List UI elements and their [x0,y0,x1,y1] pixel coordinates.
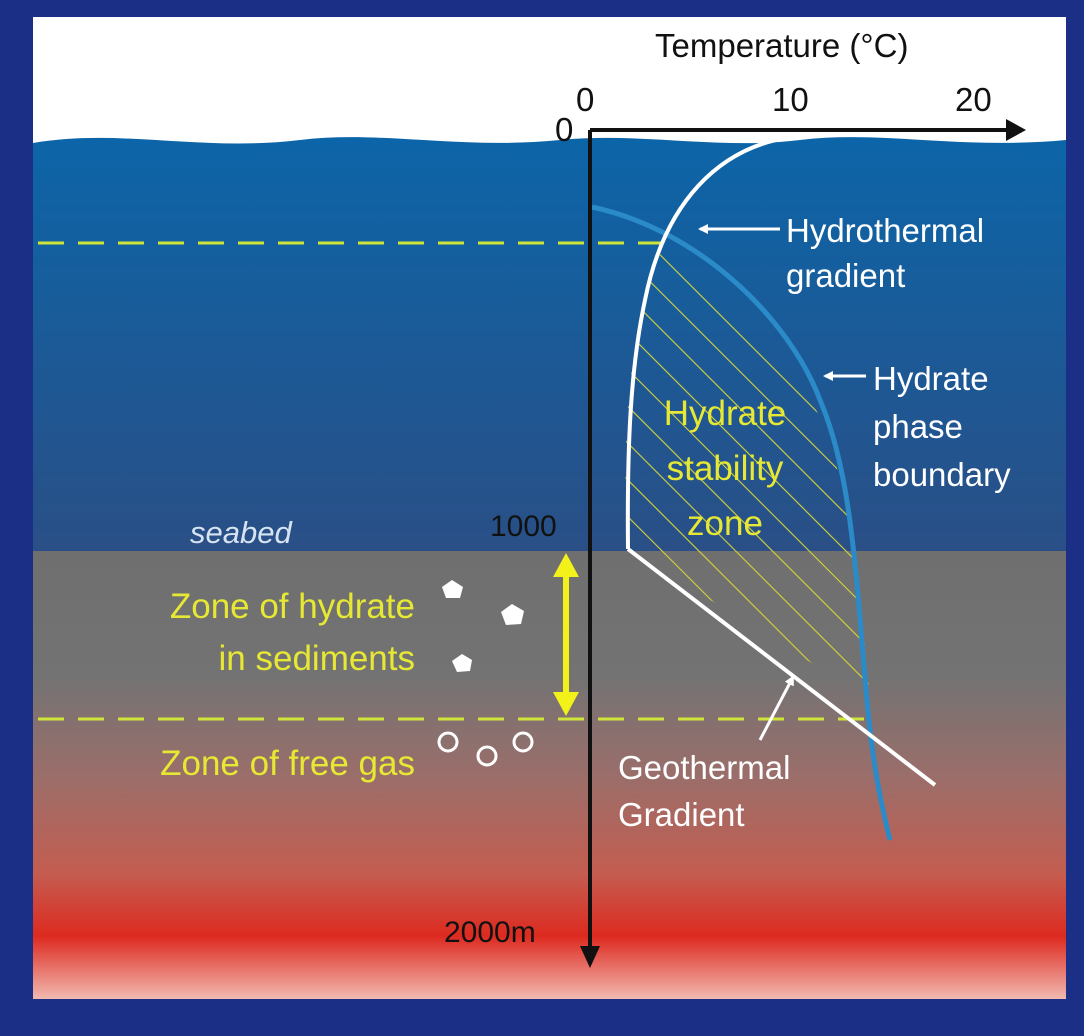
phase-boundary-label-line1: Hydrate [873,360,989,397]
seabed-label: seabed [190,515,293,550]
temperature-tick-10: 10 [772,81,809,118]
stability-zone-label-line1: Hydrate [664,394,787,433]
zone-of-hydrate-label-line2: in sediments [219,639,415,678]
zone-of-free-gas-label: Zone of free gas [160,744,415,783]
phase-boundary-label-line3: boundary [873,456,1011,493]
stability-zone-label-line2: stability [667,449,784,488]
depth-tick-1000: 1000 [490,510,557,543]
phase-boundary-label-line2: phase [873,408,963,445]
depth-tick-2000m: 2000m [444,916,536,949]
temperature-tick-20: 20 [955,81,992,118]
hydrothermal-gradient-label-line1: Hydrothermal [786,212,984,249]
zone-of-hydrate-label-line1: Zone of hydrate [170,587,415,626]
geothermal-gradient-label-line2: Gradient [618,796,745,833]
hydrothermal-gradient-label-line2: gradient [786,257,905,294]
geothermal-gradient-label-line1: Geothermal [618,749,790,786]
temperature-axis-title: Temperature (°C) [655,27,908,64]
stability-zone-label-line3: zone [687,504,763,543]
temperature-tick-0: 0 [576,81,594,118]
depth-tick-0: 0 [555,111,573,148]
